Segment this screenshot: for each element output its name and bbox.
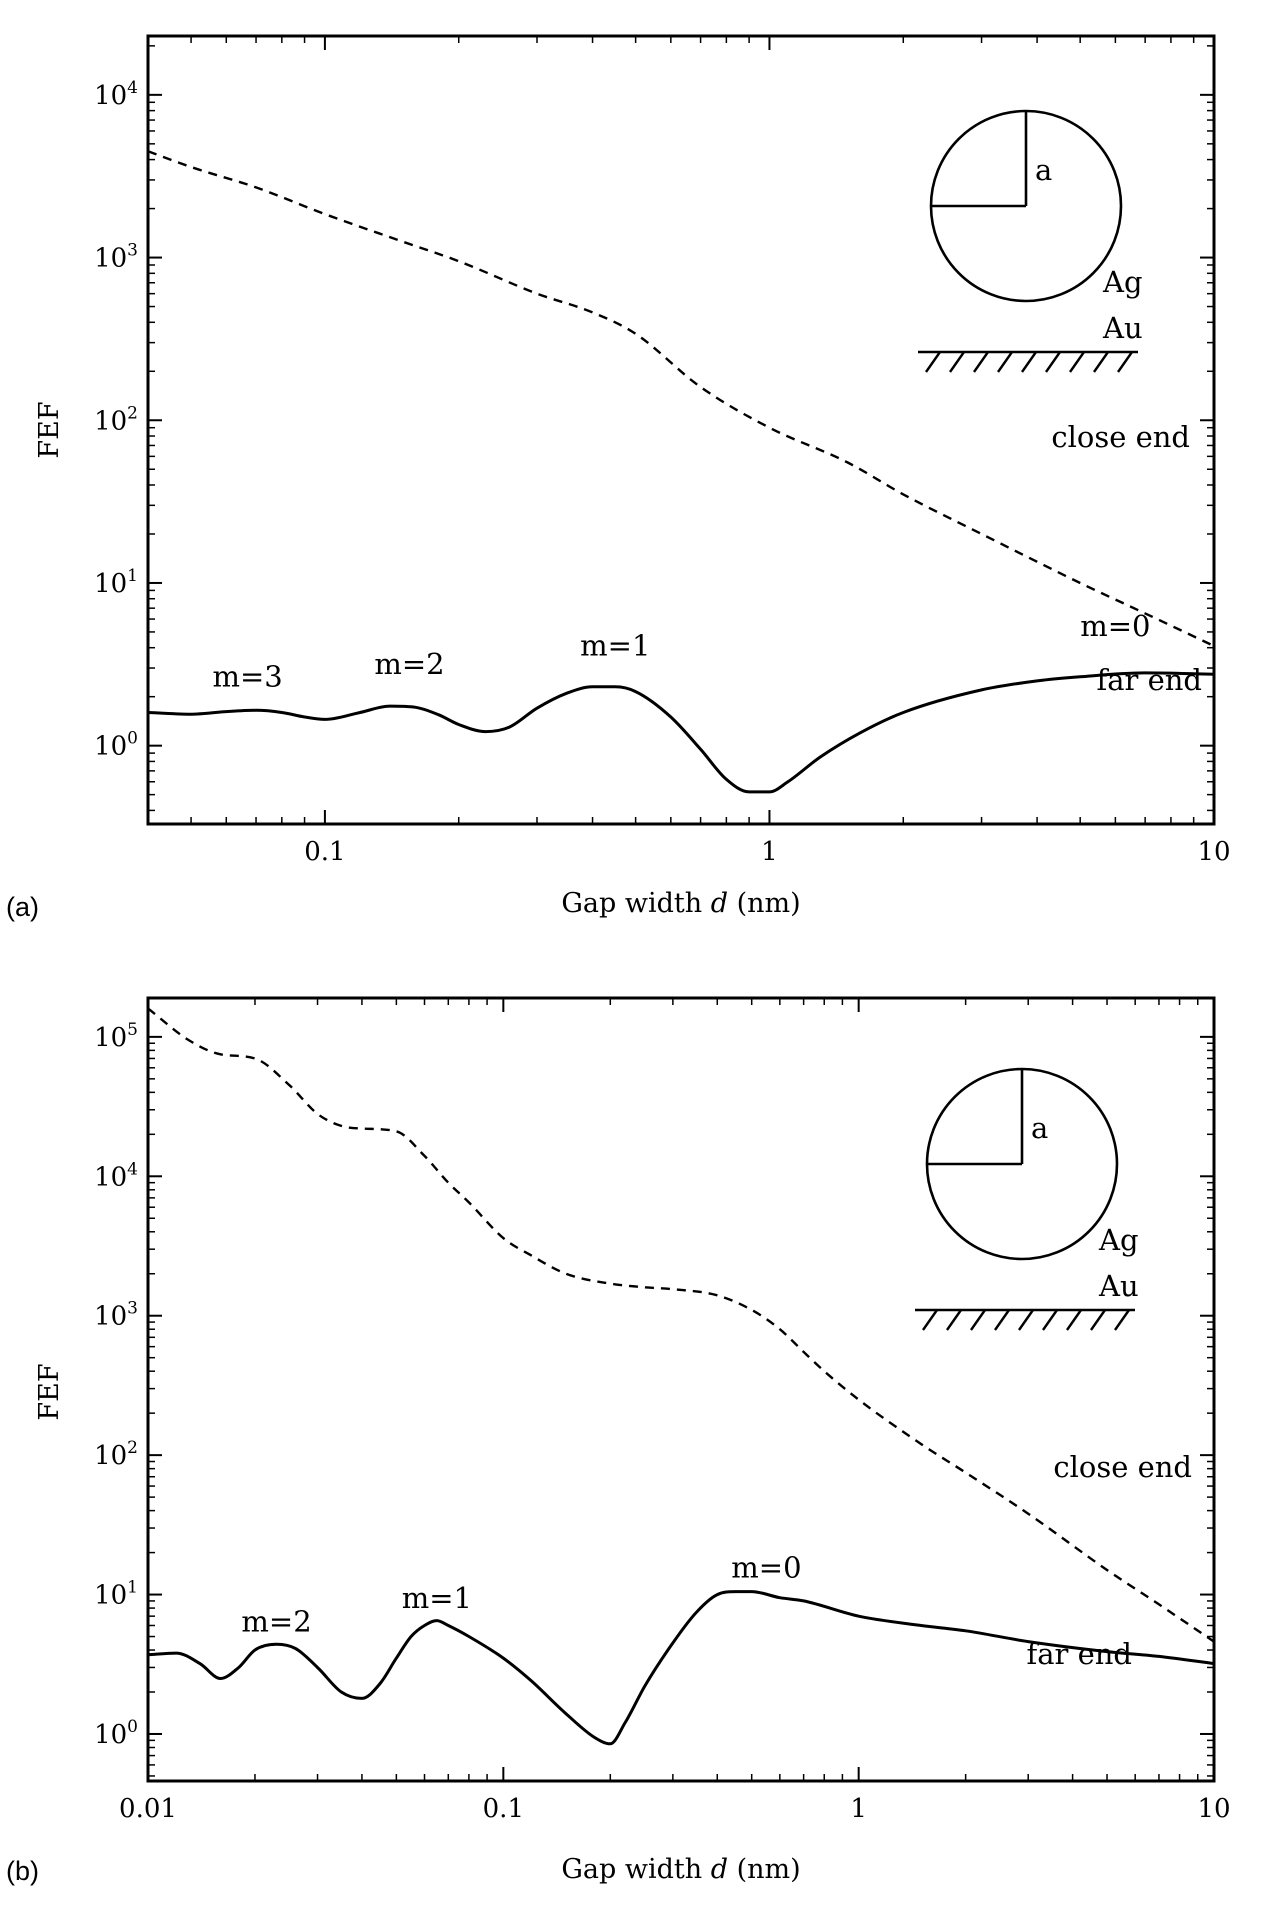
substrate-hatch-icon	[922, 1309, 1130, 1331]
panel-a-close-end-label: close end	[1051, 420, 1190, 454]
close-end-series-line	[147, 1007, 1215, 1643]
hatch-line	[922, 1309, 938, 1331]
panel-b-inset-schematic: a Ag Au	[915, 1067, 1139, 1331]
panel-a-plot-frame	[146, 34, 1216, 826]
panel-b-label: (b)	[6, 1856, 39, 1886]
hatch-line	[946, 1309, 962, 1331]
panel-b-tick-labels: 0.01 0.1 1 10 100 101 102 103 104 105	[94, 1020, 1230, 1824]
inset-radius-label: a	[1031, 1111, 1048, 1145]
x-tick-label: 10	[1197, 1794, 1230, 1824]
hatch-line	[1066, 1309, 1082, 1331]
panel-b-close-end-label: close end	[1053, 1450, 1192, 1484]
panel-a-y-axis-label: FEF	[34, 401, 65, 458]
inset-sphere-label: Ag	[1098, 1223, 1139, 1257]
panel-b-series	[147, 1007, 1215, 1746]
mode-label: m=0	[1080, 609, 1150, 643]
panel-b-plot-frame	[146, 996, 1216, 1783]
inset-radius-label: a	[1035, 153, 1052, 187]
x-tick-label: 0.1	[483, 1794, 524, 1824]
hatch-line	[1069, 351, 1085, 373]
close-end-series-line	[147, 150, 1215, 648]
hatch-line	[1042, 1309, 1058, 1331]
hatch-line	[1045, 351, 1061, 373]
hatch-line	[1114, 1309, 1130, 1331]
panel-a-tick-labels: 0.1 1 10 100 101 102 103 104	[94, 78, 1230, 867]
x-tick-label: 10	[1197, 837, 1230, 867]
mode-label: m=2	[241, 1605, 311, 1639]
hatch-line	[994, 1309, 1010, 1331]
inset-substrate-label: Au	[1098, 1269, 1139, 1303]
mode-label: m=1	[580, 629, 650, 663]
hatch-line	[1018, 1309, 1034, 1331]
inset-substrate-label: Au	[1102, 311, 1143, 345]
panel-a-series	[147, 150, 1215, 794]
y-tick-label: 101	[94, 566, 138, 599]
panel-b-y-axis-label: FEF	[34, 1363, 65, 1420]
panel-a-label: (a)	[6, 892, 39, 922]
mode-label: m=1	[402, 1581, 472, 1615]
panel-b-mode-labels: m=2 m=1 m=0	[241, 1551, 801, 1639]
y-tick-label: 100	[94, 729, 138, 762]
x-tick-label: 1	[850, 1794, 867, 1824]
panel-a-inset-schematic: a Ag Au	[918, 109, 1143, 373]
hatch-line	[970, 1309, 986, 1331]
mode-label: m=2	[374, 647, 444, 681]
panel-a-far-end-label: far end	[1096, 663, 1202, 697]
panel-b-x-axis-label: Gap width d (nm)	[561, 1854, 800, 1885]
panel-a-x-axis-label: Gap width d (nm)	[561, 888, 800, 919]
far-end-series-line	[147, 671, 1215, 794]
hatch-line	[949, 351, 965, 373]
hatch-line	[997, 351, 1013, 373]
panel-a-mode-labels: m=3 m=2 m=1 m=0	[212, 609, 1150, 694]
y-tick-label: 103	[94, 1299, 138, 1332]
x-tick-label: 0.1	[304, 837, 345, 867]
panel-b-far-end-label: far end	[1026, 1637, 1132, 1671]
panel-a: 0.1 1 10 100 101 102 103 104 FEF Gap width d (n…	[6, 34, 1231, 922]
y-tick-label: 102	[94, 1438, 138, 1471]
hatch-line	[1093, 351, 1109, 373]
inset-sphere-label: Ag	[1102, 265, 1143, 299]
mode-label: m=3	[212, 660, 282, 694]
substrate-hatch-icon	[925, 351, 1133, 373]
mode-label: m=0	[731, 1551, 801, 1585]
y-tick-label: 104	[94, 78, 138, 111]
hatch-line	[1021, 351, 1037, 373]
y-tick-label: 104	[94, 1159, 138, 1192]
hatch-line	[925, 351, 941, 373]
far-end-series-line	[147, 1590, 1215, 1746]
x-tick-label: 0.01	[119, 1794, 177, 1824]
panel-b: 0.01 0.1 1 10 100 101 102 103 104 105 FEF Gap wid…	[6, 996, 1231, 1886]
y-tick-label: 103	[94, 241, 138, 274]
y-tick-label: 100	[94, 1717, 138, 1750]
x-tick-label: 1	[761, 837, 778, 867]
hatch-line	[1090, 1309, 1106, 1331]
hatch-line	[973, 351, 989, 373]
y-tick-label: 105	[94, 1020, 138, 1053]
y-tick-label: 101	[94, 1578, 138, 1611]
y-tick-label: 102	[94, 403, 138, 436]
hatch-line	[1117, 351, 1133, 373]
